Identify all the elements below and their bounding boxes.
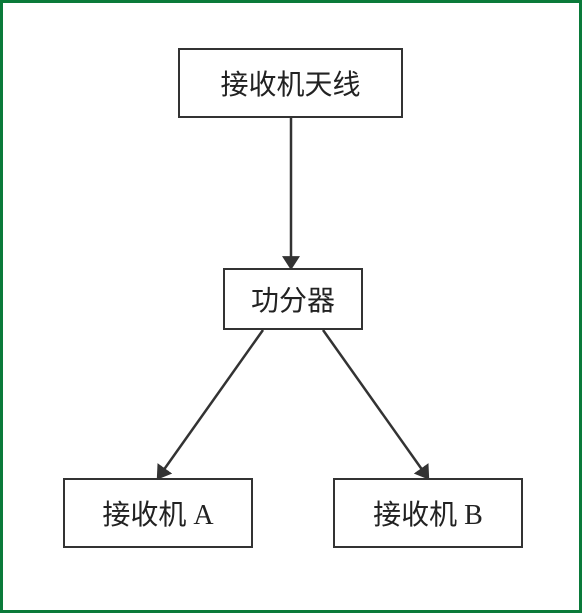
node-splitter: 功分器 [223, 268, 363, 330]
node-antenna-label: 接收机天线 [220, 63, 360, 103]
node-antenna: 接收机天线 [178, 48, 403, 118]
flowchart-container: 接收机天线 功分器 接收机 A 接收机 B [3, 3, 579, 610]
node-splitter-label: 功分器 [251, 279, 335, 319]
edge-splitter-to-receiver-a [158, 330, 263, 478]
node-receiver-b: 接收机 B [333, 478, 523, 548]
node-receiver-a: 接收机 A [63, 478, 253, 548]
node-receiver-a-label: 接收机 A [102, 493, 213, 533]
edge-splitter-to-receiver-b [323, 330, 428, 478]
node-receiver-b-label: 接收机 B [373, 493, 483, 533]
